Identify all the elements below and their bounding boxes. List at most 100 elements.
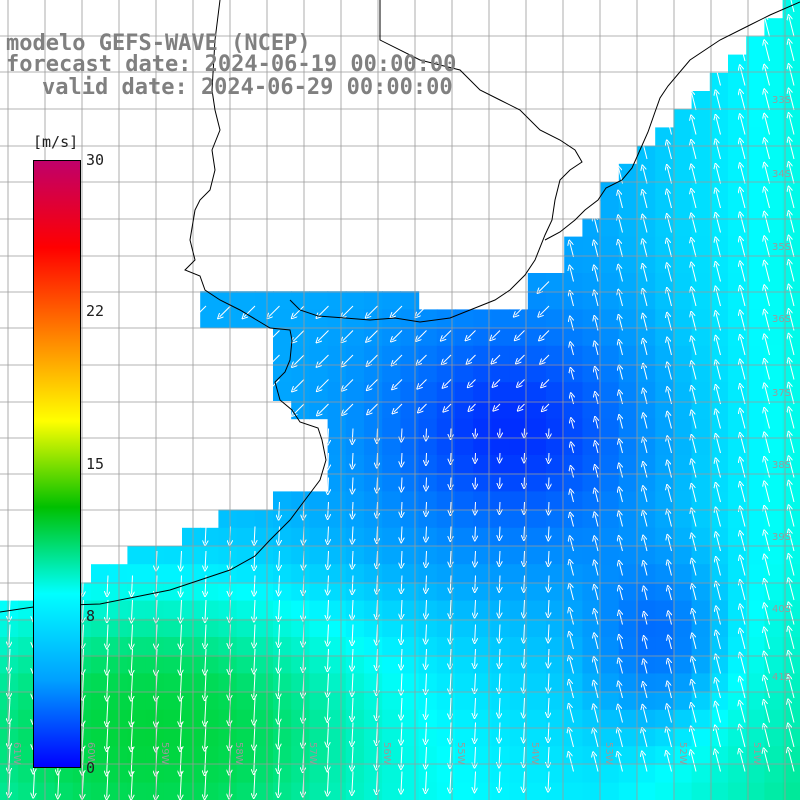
wind-speed-cell (364, 619, 383, 638)
wind-speed-cell (346, 382, 365, 401)
wind-speed-cell (237, 619, 256, 638)
wind-speed-cell (255, 619, 274, 638)
wind-speed-cell (746, 655, 765, 674)
wind-speed-cell (291, 601, 310, 620)
wind-speed-cell (291, 382, 310, 401)
wind-speed-cell (728, 510, 747, 529)
wind-speed-cell (146, 710, 165, 729)
wind-speed-cell (200, 710, 219, 729)
wind-speed-cell (619, 510, 638, 529)
wind-vector-arrow (426, 478, 427, 489)
wind-speed-cell (164, 637, 183, 656)
wind-speed-cell (400, 655, 419, 674)
wind-speed-cell (255, 673, 274, 692)
wind-speed-cell (328, 637, 347, 656)
wind-speed-cell (673, 528, 692, 547)
wind-speed-cell (218, 692, 237, 711)
wind-speed-cell (309, 364, 328, 383)
wind-speed-cell (673, 255, 692, 274)
wind-speed-cell (510, 619, 529, 638)
wind-speed-cell (546, 510, 565, 529)
wind-speed-cell (619, 673, 638, 692)
wind-speed-cell (710, 510, 729, 529)
wind-speed-cell (400, 546, 419, 565)
wind-speed-cell (364, 582, 383, 601)
wind-speed-cell (419, 764, 438, 783)
wind-speed-cell (582, 400, 601, 419)
wind-speed-cell (382, 437, 401, 456)
wind-speed-cell (692, 91, 711, 110)
wind-speed-cell (655, 146, 674, 165)
wind-vector-arrow (548, 551, 549, 564)
wind-speed-cell (491, 728, 510, 747)
wind-speed-cell (764, 400, 783, 419)
wind-speed-cell (692, 728, 711, 747)
wind-speed-cell (127, 637, 146, 656)
wind-speed-cell (655, 273, 674, 292)
wind-speed-cell (419, 528, 438, 547)
wind-vector-arrow (401, 551, 402, 566)
wind-speed-cell (346, 710, 365, 729)
wind-speed-cell (655, 601, 674, 620)
wind-speed-cell (619, 437, 638, 456)
wind-speed-cell (619, 328, 638, 347)
wind-speed-cell (382, 619, 401, 638)
wind-speed-cell (237, 655, 256, 674)
wind-speed-cell (309, 346, 328, 365)
wind-speed-cell (564, 273, 583, 292)
wind-speed-cell (400, 400, 419, 419)
wind-speed-cell (273, 746, 292, 765)
wind-speed-cell (364, 346, 383, 365)
wind-speed-cell (637, 237, 656, 256)
wind-speed-cell (546, 382, 565, 401)
wind-speed-cell (692, 655, 711, 674)
wind-speed-cell (400, 746, 419, 765)
wind-speed-cell (746, 491, 765, 510)
wind-speed-cell (309, 382, 328, 401)
wind-speed-cell (419, 783, 438, 800)
wind-speed-cell (746, 328, 765, 347)
wind-speed-cell (455, 455, 474, 474)
wind-speed-cell (764, 55, 783, 74)
wind-speed-cell (673, 200, 692, 219)
wind-speed-cell (364, 400, 383, 419)
wind-speed-cell (273, 364, 292, 383)
latitude-label: 41S (772, 672, 791, 683)
wind-speed-cell (710, 564, 729, 583)
wind-speed-cell (200, 637, 219, 656)
wind-speed-cell (601, 601, 620, 620)
wind-speed-cell (764, 218, 783, 237)
wind-speed-cell (510, 728, 529, 747)
wind-speed-cell (273, 328, 292, 347)
wind-speed-cell (328, 309, 347, 328)
wind-speed-cell (328, 710, 347, 729)
wind-speed-cell (619, 528, 638, 547)
wind-vector-arrow (377, 502, 378, 516)
wind-speed-cell (382, 473, 401, 492)
wind-speed-cell (309, 510, 328, 529)
wind-speed-cell (582, 764, 601, 783)
wind-speed-cell (346, 546, 365, 565)
wind-speed-cell (237, 546, 256, 565)
wind-speed-cell (673, 382, 692, 401)
wind-speed-cell (764, 273, 783, 292)
wind-speed-cell (510, 364, 529, 383)
wind-speed-cell (382, 783, 401, 800)
wind-speed-cell (746, 619, 765, 638)
wind-speed-cell (328, 437, 347, 456)
wind-speed-cell (728, 437, 747, 456)
wind-speed-cell (437, 400, 456, 419)
wind-speed-cell (218, 601, 237, 620)
wind-speed-cell (601, 437, 620, 456)
wind-speed-cell (164, 546, 183, 565)
wind-speed-cell (328, 601, 347, 620)
wind-speed-cell (455, 546, 474, 565)
wind-speed-cell (564, 564, 583, 583)
wind-speed-cell (419, 437, 438, 456)
wind-speed-cell (746, 637, 765, 656)
wind-speed-cell (637, 455, 656, 474)
wind-speed-cell (255, 309, 274, 328)
wind-speed-cell (491, 655, 510, 674)
wind-speed-cell (619, 400, 638, 419)
wind-speed-cell (328, 673, 347, 692)
